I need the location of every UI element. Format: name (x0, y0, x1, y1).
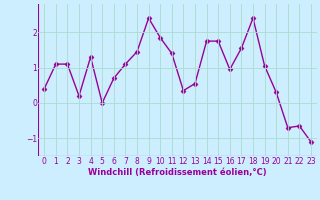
X-axis label: Windchill (Refroidissement éolien,°C): Windchill (Refroidissement éolien,°C) (88, 168, 267, 177)
